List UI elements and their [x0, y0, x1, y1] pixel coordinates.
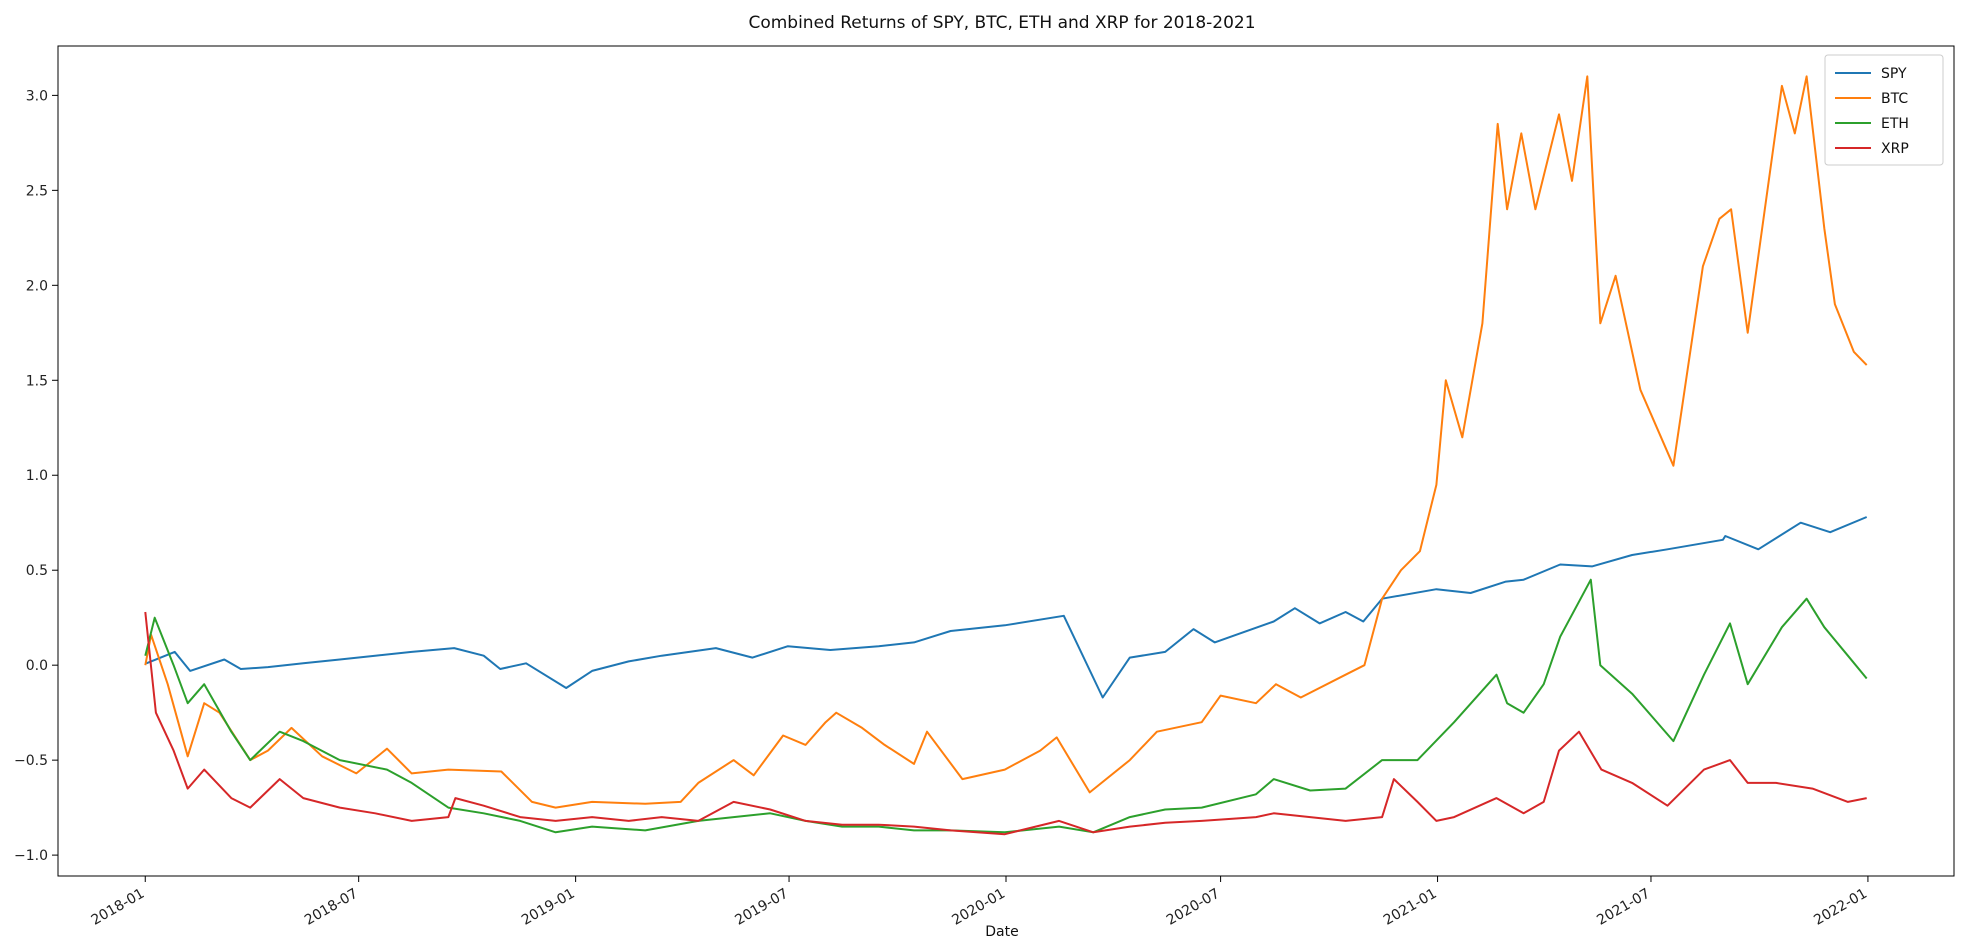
x-axis-label: Date — [985, 924, 1018, 940]
legend-label-eth: ETH — [1881, 116, 1909, 132]
series-line-eth — [144, 578, 1868, 834]
x-axis: 2018-01 2018-07 2019-01 2019-07 2020-01 2020-… — [89, 876, 1870, 929]
y-tick-label: −0.5 — [14, 753, 48, 769]
plot-frame — [57, 45, 1955, 877]
legend-label-spy: SPY — [1881, 66, 1907, 82]
y-tick-label: 2.0 — [26, 278, 48, 294]
x-tick-label: 2021-07 — [1594, 886, 1653, 929]
series-group — [144, 75, 1868, 836]
y-tick-label: 0.0 — [26, 658, 48, 674]
legend: SPY BTC ETH XRP — [1824, 54, 1944, 166]
x-tick-label: 2022-01 — [1811, 886, 1870, 929]
legend-box — [1824, 54, 1944, 166]
x-tick-label: 2020-07 — [1164, 886, 1223, 929]
legend-label-xrp: XRP — [1881, 141, 1909, 157]
series-line-spy — [146, 516, 1868, 699]
chart-title: Combined Returns of SPY, BTC, ETH and XR… — [748, 13, 1255, 33]
plot-area — [57, 45, 1955, 877]
x-tick-label: 2020-01 — [949, 886, 1008, 929]
x-tick-label: 2019-01 — [519, 886, 578, 929]
series-line-xrp — [144, 611, 1867, 836]
x-tick-label: 2018-01 — [89, 886, 148, 929]
y-tick-label: 2.5 — [26, 183, 48, 199]
y-tick-label: 3.0 — [26, 88, 48, 104]
y-axis: −1.0 −0.5 0.0 0.5 1.0 1.5 2.0 2.5 3.0 — [14, 88, 58, 864]
y-tick-label: 1.0 — [26, 468, 48, 484]
legend-label-btc: BTC — [1881, 91, 1908, 107]
series-line-btc — [144, 75, 1868, 809]
x-tick-label: 2019-07 — [732, 886, 791, 929]
y-tick-label: −1.0 — [14, 848, 48, 864]
y-tick-label: 0.5 — [26, 563, 48, 579]
y-tick-label: 1.5 — [26, 373, 48, 389]
x-tick-label: 2021-01 — [1381, 886, 1440, 929]
x-tick-label: 2018-07 — [302, 886, 361, 929]
